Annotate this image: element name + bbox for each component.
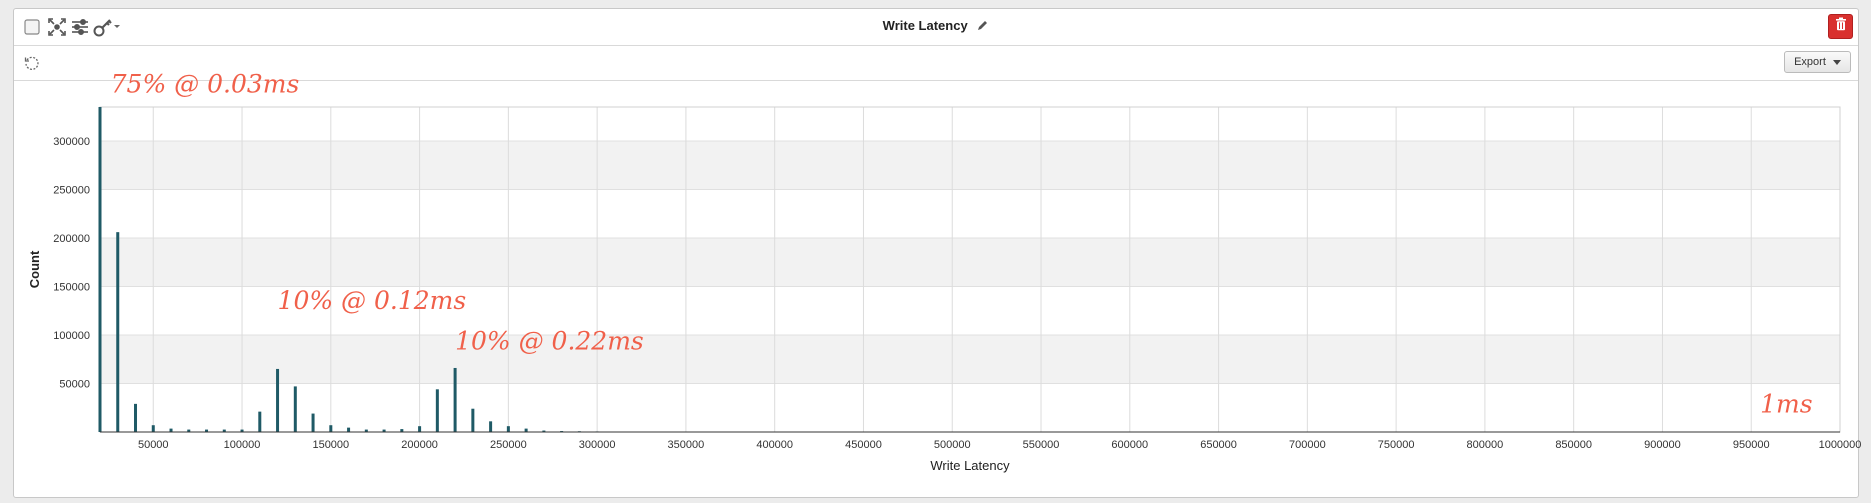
bar xyxy=(471,408,475,432)
bar xyxy=(435,389,439,432)
sliders-icon[interactable] xyxy=(70,17,90,37)
bar xyxy=(134,403,138,432)
chart-annotation: 1ms xyxy=(1760,390,1812,419)
grid-band xyxy=(100,237,1840,287)
x-axis-title: Write Latency xyxy=(930,458,1010,473)
x-tick-label: 900000 xyxy=(1644,439,1681,451)
bar xyxy=(276,368,280,432)
bar xyxy=(364,429,368,432)
x-tick-label: 700000 xyxy=(1289,439,1326,451)
export-button[interactable]: Export xyxy=(1784,51,1851,73)
bar xyxy=(258,411,262,432)
export-label: Export xyxy=(1794,56,1826,68)
delete-button[interactable] xyxy=(1828,14,1853,39)
bar xyxy=(293,386,297,432)
x-tick-label: 800000 xyxy=(1467,439,1504,451)
bar xyxy=(418,426,422,432)
y-tick-label: 200000 xyxy=(53,233,90,245)
refresh-icon[interactable] xyxy=(22,53,42,73)
x-tick-label: 250000 xyxy=(490,439,527,451)
bar xyxy=(311,413,315,432)
bar xyxy=(98,107,102,432)
panel-title: Write Latency xyxy=(882,18,968,33)
bar xyxy=(240,429,244,432)
x-tick-label: 300000 xyxy=(579,439,616,451)
y-tick-label: 250000 xyxy=(53,184,90,196)
checkbox-icon[interactable] xyxy=(22,17,42,37)
y-axis-title: Count xyxy=(27,250,42,288)
bar xyxy=(347,427,351,432)
x-tick-label: 750000 xyxy=(1378,439,1415,451)
x-tick-label: 350000 xyxy=(668,439,705,451)
x-tick-label: 450000 xyxy=(845,439,882,451)
x-tick-label: 100000 xyxy=(224,439,261,451)
x-tick-label: 950000 xyxy=(1733,439,1770,451)
fit-to-view-icon[interactable] xyxy=(47,17,67,37)
panel-toolbar: Write Latency xyxy=(14,9,1858,46)
panel-title-wrap: Write Latency xyxy=(14,18,1858,34)
key-icon[interactable] xyxy=(93,17,121,37)
chart-annotation: 10% @ 0.22ms xyxy=(455,327,644,356)
x-tick-label: 150000 xyxy=(312,439,349,451)
x-tick-label: 1000000 xyxy=(1819,439,1862,451)
bar xyxy=(187,429,191,432)
bar xyxy=(205,429,209,432)
y-tick-label: 50000 xyxy=(59,378,90,390)
panel-subbar: Export xyxy=(14,46,1858,81)
bar xyxy=(382,429,386,432)
grid-band xyxy=(100,334,1840,384)
chart-annotation: 75% @ 0.03ms xyxy=(111,69,300,98)
bar xyxy=(489,421,493,432)
bar xyxy=(222,429,226,432)
y-tick-label: 100000 xyxy=(53,330,90,342)
bar xyxy=(542,430,546,432)
x-tick-label: 50000 xyxy=(138,439,169,451)
x-tick-label: 600000 xyxy=(1111,439,1148,451)
x-tick-label: 550000 xyxy=(1023,439,1060,451)
y-tick-label: 150000 xyxy=(53,281,90,293)
bar xyxy=(116,232,120,432)
trash-icon xyxy=(1835,17,1847,36)
bar xyxy=(400,429,404,432)
bar xyxy=(453,367,457,432)
y-tick-label: 300000 xyxy=(53,136,90,148)
x-tick-label: 650000 xyxy=(1200,439,1237,451)
grid-band xyxy=(100,140,1840,190)
bar xyxy=(506,426,510,432)
x-tick-label: 400000 xyxy=(756,439,793,451)
bar xyxy=(524,428,528,432)
x-tick-label: 200000 xyxy=(401,439,438,451)
pencil-icon[interactable] xyxy=(977,19,989,34)
bar xyxy=(329,425,333,432)
chart-annotation: 10% @ 0.12ms xyxy=(278,286,467,315)
x-tick-label: 500000 xyxy=(934,439,971,451)
bar xyxy=(169,428,173,432)
bar xyxy=(151,425,155,432)
chevron-down-icon xyxy=(1832,59,1841,65)
x-tick-label: 850000 xyxy=(1555,439,1592,451)
